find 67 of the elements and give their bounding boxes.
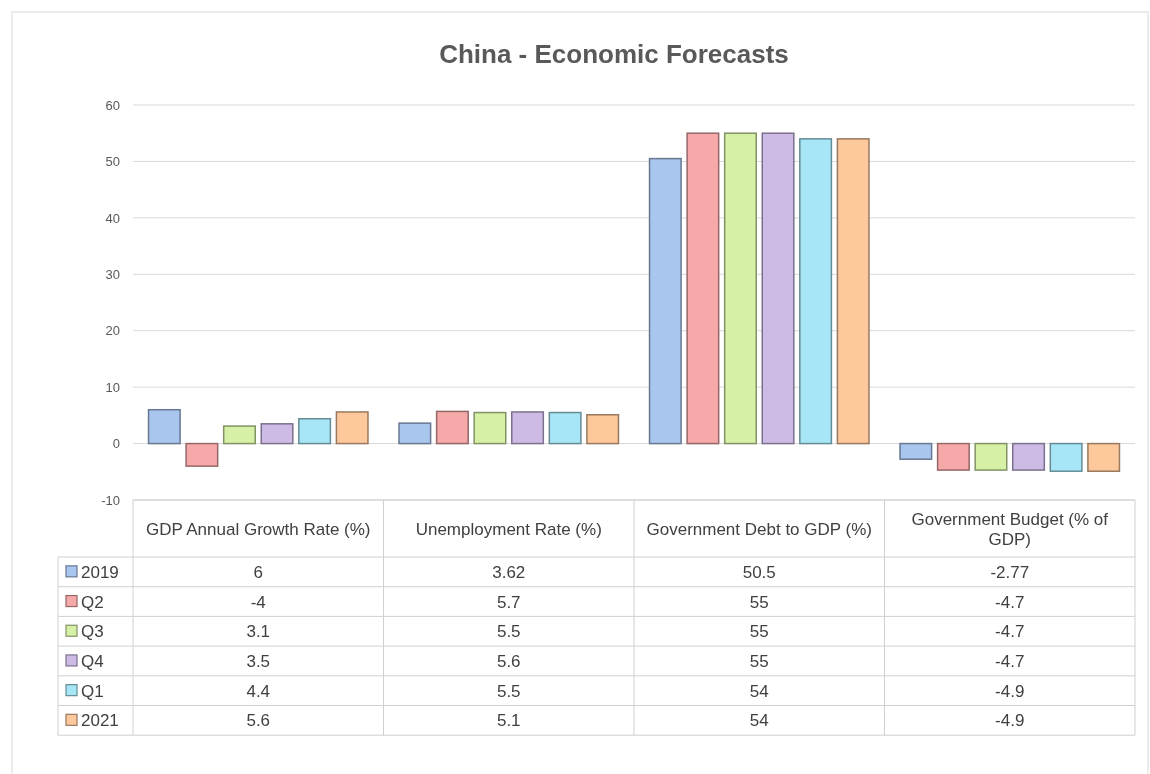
bar — [723, 132, 757, 445]
data-label: 55 — [749, 651, 769, 671]
y-tick-label: 20 — [105, 323, 120, 339]
bar — [473, 411, 507, 445]
y-tick-label: 40 — [105, 210, 120, 226]
bar — [511, 411, 545, 445]
bar — [147, 408, 181, 445]
bar — [799, 138, 833, 445]
data-label: 54 — [749, 711, 769, 731]
legend-label: 2021 — [81, 711, 119, 731]
data-label: 5.6 — [246, 711, 271, 731]
data-label: 5.1 — [496, 711, 521, 731]
y-tick-label: 30 — [105, 266, 120, 282]
data-label: -4.7 — [995, 651, 1025, 671]
y-tick-label: -10 — [101, 492, 120, 508]
bar — [1087, 442, 1121, 472]
bar — [974, 442, 1008, 471]
bar — [686, 132, 720, 445]
data-label: 4.4 — [246, 681, 271, 701]
bar — [761, 132, 795, 445]
x-tick-label: Unemployment Rate (%) — [415, 519, 602, 539]
bar — [936, 442, 970, 471]
bar — [398, 422, 432, 445]
data-label: -4.7 — [995, 592, 1025, 612]
legend-label: Q4 — [81, 651, 104, 671]
bar — [548, 411, 582, 445]
bar — [222, 425, 256, 445]
legend-label: 2019 — [81, 562, 119, 582]
data-label: 5.5 — [496, 681, 521, 701]
data-label: 5.6 — [496, 651, 521, 671]
legend-label: Q2 — [81, 592, 104, 612]
data-label: 6 — [253, 562, 263, 582]
x-tick-label: Government Debt to GDP (%) — [646, 519, 872, 539]
data-label: 3.1 — [246, 622, 271, 642]
y-tick-label: 0 — [112, 436, 120, 452]
data-label: 3.62 — [492, 562, 526, 582]
data-label: -4 — [250, 592, 266, 612]
x-tick-label: GDP Annual Growth Rate (%) — [145, 519, 371, 539]
bar — [435, 410, 469, 445]
data-label: 50.5 — [742, 562, 776, 582]
bar — [260, 423, 294, 445]
bar — [335, 411, 369, 445]
data-label: -4.9 — [995, 711, 1025, 731]
data-label: 55 — [749, 592, 769, 612]
legend-label: Q3 — [81, 622, 104, 642]
data-label: 5.5 — [496, 622, 521, 642]
data-label: -4.9 — [995, 681, 1025, 701]
data-label: 5.7 — [496, 592, 521, 612]
bar — [298, 417, 332, 445]
bar — [1012, 442, 1046, 471]
data-label: 54 — [749, 681, 769, 701]
x-tick-label: Government Budget (% of GDP) — [911, 509, 1109, 549]
data-label: -2.77 — [990, 562, 1030, 582]
chart-title: China - Economic Forecasts — [439, 39, 789, 69]
y-tick-label: 10 — [105, 379, 120, 395]
bar — [836, 138, 870, 445]
data-label: 3.5 — [246, 651, 271, 671]
bar — [648, 157, 682, 445]
legend-label: Q1 — [81, 681, 104, 701]
bar — [899, 442, 933, 460]
y-tick-label: 50 — [105, 154, 120, 170]
data-label: 55 — [749, 622, 769, 642]
bar — [586, 414, 620, 445]
data-label: -4.7 — [995, 622, 1025, 642]
bar — [1049, 442, 1083, 472]
y-tick-label: 60 — [105, 97, 120, 113]
bar — [185, 442, 219, 467]
